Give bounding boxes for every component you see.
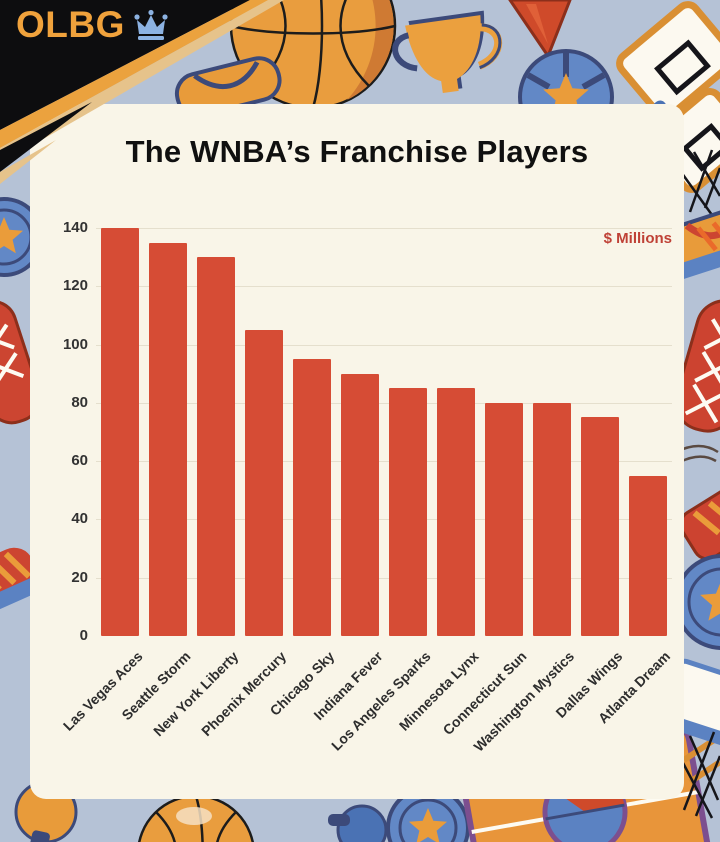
crown-icon (134, 9, 168, 40)
olbg-logo-text: OLBG (16, 4, 125, 45)
bar-dallas-wings (581, 417, 619, 636)
bar-seattle-storm (149, 242, 187, 636)
gridline-40 (96, 519, 672, 521)
bar-phoenix-mercury (245, 330, 283, 636)
chart-card: The WNBA’s Franchise Players 0 20 40 60 80 10… (30, 104, 684, 799)
gridline-20 (96, 577, 672, 579)
unit-label: $ Millions (603, 230, 672, 247)
bar-las-vegas-aces (101, 228, 139, 636)
whistle-icon (328, 804, 388, 842)
y-tick-80: 80 (71, 393, 88, 411)
bar-indiana-fever (341, 373, 379, 636)
y-tick-140: 140 (62, 219, 88, 236)
bar-chicago-sky (293, 359, 331, 636)
sneaker-icon (0, 299, 42, 425)
bar-washington-mystics (533, 402, 571, 636)
y-tick-40: 40 (71, 510, 88, 528)
sneaker-icon (0, 547, 47, 621)
y-tick-100: 100 (62, 335, 88, 353)
shoe-sole-icon (674, 299, 720, 433)
pennant-icon (508, 0, 572, 60)
gridline-60 (96, 461, 672, 463)
y-tick-0: 0 (79, 627, 88, 644)
gridline-120 (96, 286, 672, 288)
y-tick-20: 20 (71, 568, 88, 586)
gridline-100 (96, 344, 672, 346)
gridline-140 (96, 228, 672, 229)
y-tick-60: 60 (71, 452, 88, 470)
plot-area: Las Vegas Aces Seattle Storm New York Libe… (60, 228, 673, 755)
chart-title: The WNBA’s Franchise Players (125, 134, 589, 169)
gridline-80 (96, 402, 672, 404)
sneaker-icon (679, 487, 720, 561)
bar-los-angeles-sparks (389, 388, 427, 636)
bar-minnesota-lynx (437, 388, 475, 636)
bar-connecticut-sun (485, 402, 523, 636)
trophy-icon (392, 10, 502, 94)
bar-atlanta-dream (629, 475, 667, 636)
basketball-icon (137, 794, 255, 842)
y-tick-120: 120 (62, 277, 88, 295)
bar-new-york-liberty (197, 257, 235, 636)
olbg-logo: OLBG (16, 6, 171, 43)
y-axis: 0 20 40 60 80 100 120 140 (36, 219, 88, 644)
